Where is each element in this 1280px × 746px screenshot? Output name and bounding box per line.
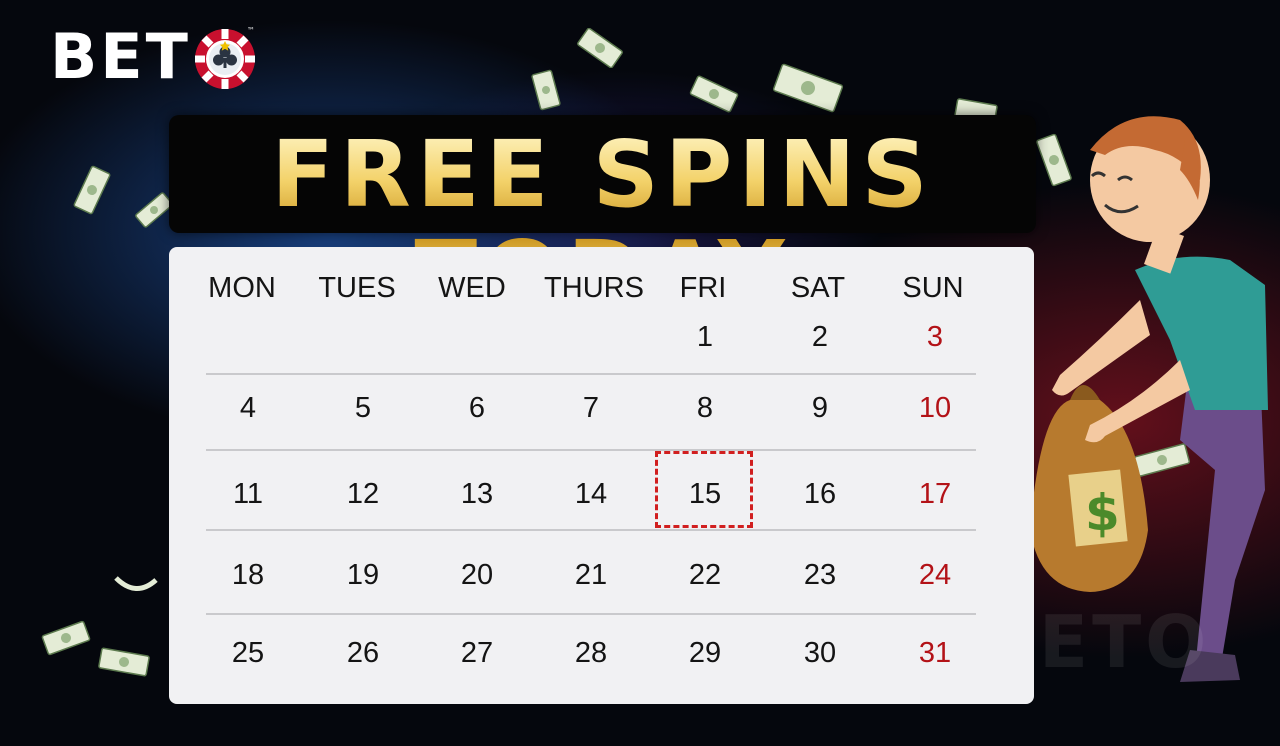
- calendar-day[interactable]: 9: [811, 392, 829, 424]
- calendar-day[interactable]: 20: [460, 559, 494, 591]
- money-bill-icon: [41, 620, 91, 656]
- calendar: MON TUES WED THURS FRI SAT SUN 1 2 3 4 5…: [169, 247, 1034, 704]
- calendar-day-sunday[interactable]: 10: [918, 392, 952, 424]
- calendar-day[interactable]: 11: [232, 478, 264, 510]
- week-divider: [206, 529, 976, 531]
- weekday-label: SUN: [902, 272, 964, 304]
- calendar-day[interactable]: 21: [574, 559, 608, 591]
- calendar-day[interactable]: 6: [468, 392, 486, 424]
- weekday-label: TUES: [318, 272, 396, 304]
- calendar-day[interactable]: 8: [696, 392, 714, 424]
- calendar-day-sunday[interactable]: 24: [918, 559, 952, 591]
- calendar-day[interactable]: 26: [346, 637, 380, 669]
- money-bill-icon: [531, 69, 561, 111]
- money-bill-icon: [73, 165, 111, 215]
- calendar-weekday-header: MON TUES WED THURS FRI SAT SUN: [169, 273, 1034, 303]
- week-divider: [206, 613, 976, 615]
- calendar-day[interactable]: 19: [346, 559, 380, 591]
- calendar-day[interactable]: 22: [688, 559, 722, 591]
- calendar-day[interactable]: 18: [231, 559, 265, 591]
- money-bill-icon: [98, 647, 150, 677]
- calendar-day[interactable]: 16: [803, 478, 837, 510]
- weekday-label: FRI: [679, 272, 727, 304]
- calendar-day[interactable]: 27: [460, 637, 494, 669]
- calendar-day[interactable]: 30: [803, 637, 837, 669]
- calendar-day[interactable]: 4: [239, 392, 257, 424]
- calendar-week-row: 11 12 13 14 15 16 17: [169, 474, 1034, 514]
- calendar-week-row: 18 19 20 21 22 23 24: [169, 555, 1034, 595]
- calendar-day[interactable]: 25: [231, 637, 265, 669]
- calendar-week-row: 25 26 27 28 29 30 31: [169, 633, 1034, 673]
- calendar-day-highlighted[interactable]: 15: [688, 478, 722, 510]
- calendar-day-sunday[interactable]: 3: [926, 321, 944, 353]
- brand-logo[interactable]: BET: [50, 22, 257, 92]
- calendar-day-sunday[interactable]: 17: [918, 478, 952, 510]
- trademark-symbol: ™: [247, 26, 255, 35]
- calendar-day-sunday[interactable]: 31: [918, 637, 952, 669]
- calendar-day[interactable]: 2: [811, 321, 829, 353]
- title-banner: FREE SPINS TODAY: [169, 115, 1036, 325]
- money-bill-icon: [114, 576, 158, 591]
- svg-text:$: $: [1085, 484, 1120, 542]
- week-divider: [206, 373, 976, 375]
- weekday-label: MON: [208, 272, 276, 304]
- weekday-label: WED: [438, 272, 506, 304]
- calendar-day[interactable]: 28: [574, 637, 608, 669]
- calendar-day[interactable]: 7: [582, 392, 600, 424]
- money-bill-icon: [135, 192, 173, 228]
- calendar-day[interactable]: 12: [346, 478, 380, 510]
- happy-man-with-money-bag-illustration: $: [1030, 116, 1268, 682]
- calendar-week-row: 1 2 3: [169, 317, 1034, 357]
- money-bill-icon: [1036, 133, 1072, 187]
- money-bill-icon: [577, 28, 623, 68]
- calendar-day[interactable]: 14: [574, 478, 608, 510]
- week-divider: [206, 449, 976, 451]
- logo-wordmark: BET: [50, 20, 191, 93]
- poker-chip-icon: [194, 29, 255, 89]
- money-bill-icon: [772, 63, 844, 113]
- money-bill-icon: [689, 75, 739, 113]
- calendar-day[interactable]: 29: [688, 637, 722, 669]
- calendar-day[interactable]: 13: [460, 478, 494, 510]
- calendar-week-row: 4 5 6 7 8 9 10: [169, 388, 1034, 428]
- weekday-label: THURS: [544, 272, 644, 304]
- calendar-day[interactable]: 5: [354, 392, 372, 424]
- highlighted-day-marker: [655, 451, 753, 528]
- weekday-label: SAT: [790, 272, 846, 304]
- calendar-day[interactable]: 23: [803, 559, 837, 591]
- calendar-day[interactable]: 1: [696, 321, 714, 353]
